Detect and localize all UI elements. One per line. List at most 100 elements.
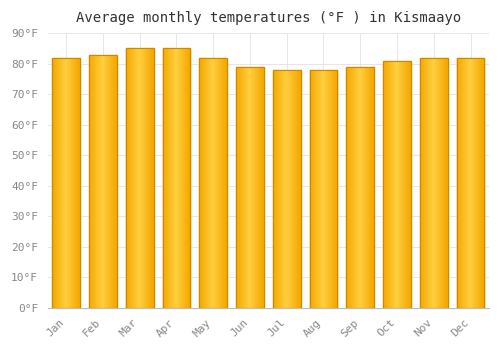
Bar [474,58,475,308]
Bar [112,55,113,308]
Bar [348,67,349,308]
Bar [143,49,144,308]
Bar [224,58,225,308]
Bar [172,49,173,308]
Bar [138,49,139,308]
Bar [440,58,441,308]
Bar [72,58,73,308]
Bar [162,49,190,308]
Bar [254,67,255,308]
Bar [281,70,282,308]
Bar [456,58,458,308]
Bar [297,70,298,308]
Bar [398,61,399,308]
Bar [60,58,61,308]
Bar [147,49,148,308]
Bar [115,55,116,308]
Bar [146,49,147,308]
Bar [111,55,112,308]
Bar [79,58,80,308]
Bar [248,67,249,308]
Bar [444,58,445,308]
Bar [260,67,261,308]
Bar [410,61,411,308]
Bar [205,58,206,308]
Bar [282,70,283,308]
Bar [132,49,133,308]
Bar [126,49,127,308]
Bar [236,67,237,308]
Bar [169,49,170,308]
Bar [67,58,68,308]
Bar [141,49,142,308]
Bar [334,70,335,308]
Bar [471,58,472,308]
Bar [397,61,398,308]
Bar [61,58,62,308]
Bar [435,58,436,308]
Bar [291,70,292,308]
Bar [95,55,96,308]
Bar [150,49,152,308]
Bar [244,67,245,308]
Bar [107,55,108,308]
Bar [96,55,97,308]
Bar [395,61,396,308]
Bar [207,58,208,308]
Bar [144,49,145,308]
Bar [215,58,216,308]
Bar [179,49,180,308]
Bar [323,70,324,308]
Bar [142,49,143,308]
Bar [366,67,367,308]
Bar [365,67,366,308]
Bar [482,58,483,308]
Bar [89,55,117,308]
Bar [373,67,374,308]
Bar [210,58,211,308]
Bar [241,67,242,308]
Bar [78,58,79,308]
Bar [258,67,259,308]
Bar [211,58,212,308]
Bar [245,67,246,308]
Bar [216,58,217,308]
Bar [361,67,362,308]
Bar [174,49,175,308]
Bar [134,49,135,308]
Bar [280,70,281,308]
Bar [225,58,226,308]
Bar [208,58,209,308]
Bar [64,58,65,308]
Bar [106,55,107,308]
Bar [350,67,351,308]
Bar [76,58,77,308]
Bar [476,58,477,308]
Bar [74,58,75,308]
Bar [226,58,227,308]
Bar [328,70,329,308]
Bar [325,70,326,308]
Bar [56,58,57,308]
Bar [363,67,364,308]
Bar [99,55,100,308]
Bar [311,70,312,308]
Bar [77,58,78,308]
Bar [463,58,464,308]
Bar [434,58,435,308]
Bar [212,58,213,308]
Bar [466,58,467,308]
Bar [295,70,296,308]
Bar [133,49,134,308]
Bar [167,49,168,308]
Bar [140,49,141,308]
Bar [218,58,220,308]
Bar [479,58,480,308]
Bar [356,67,357,308]
Bar [481,58,482,308]
Bar [477,58,478,308]
Bar [407,61,408,308]
Bar [406,61,407,308]
Bar [347,67,348,308]
Bar [201,58,202,308]
